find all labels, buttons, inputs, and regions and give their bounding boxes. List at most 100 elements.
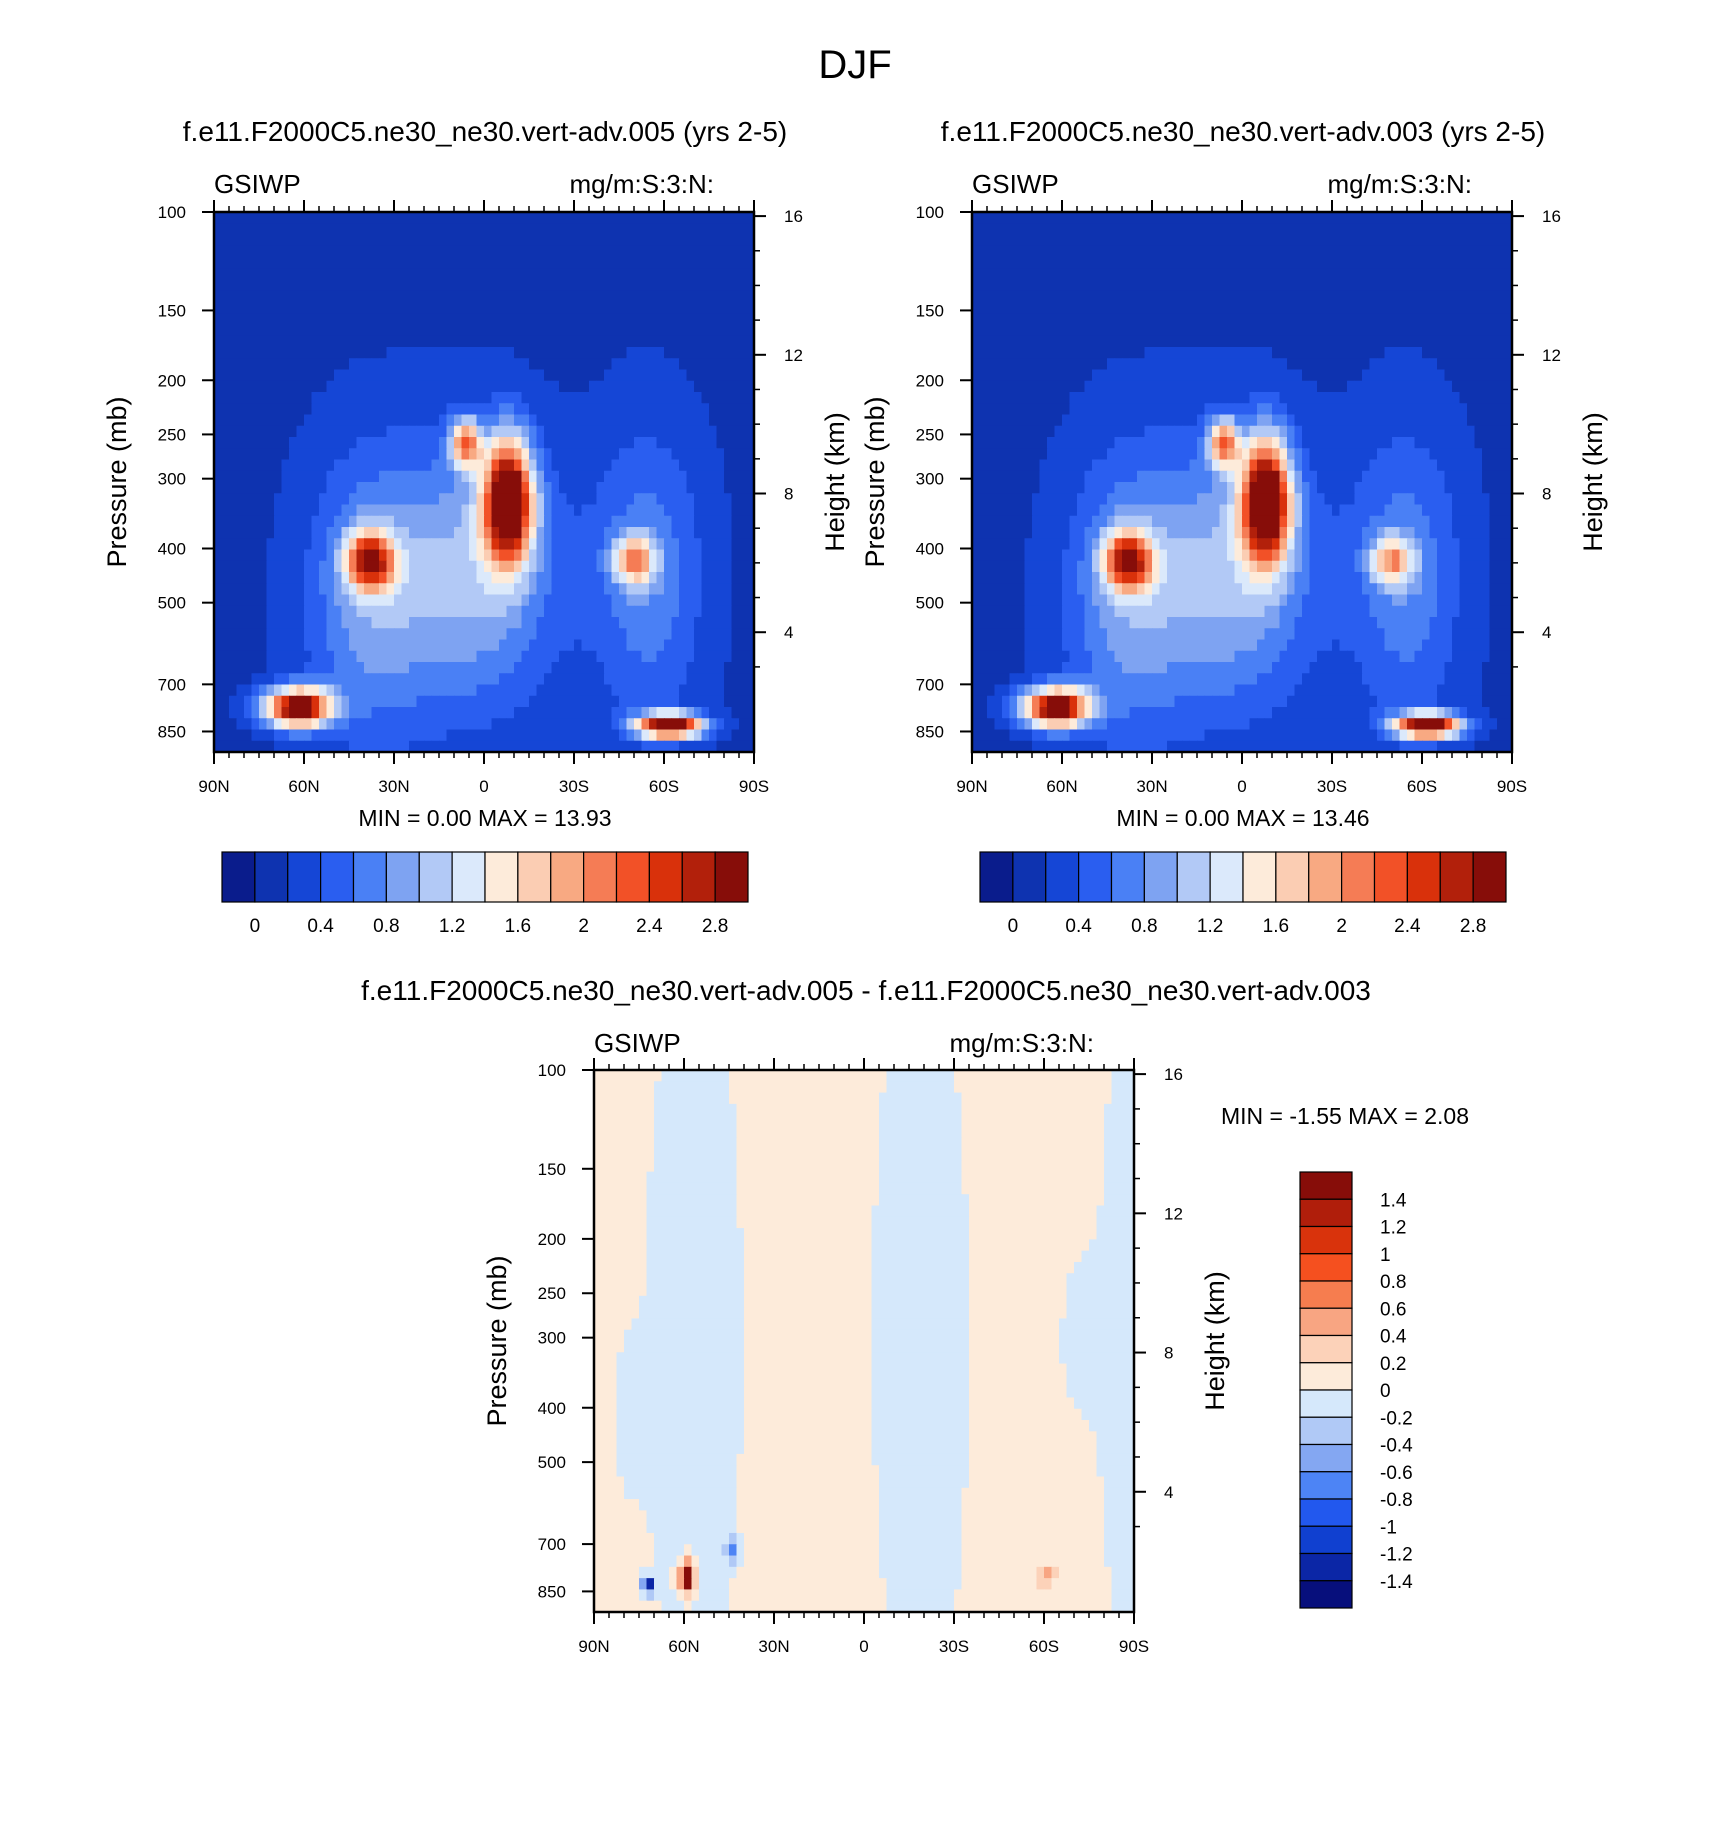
field-cell bbox=[326, 234, 335, 247]
field-cell bbox=[1024, 335, 1033, 348]
field-cell bbox=[649, 639, 658, 652]
field-cell bbox=[476, 583, 485, 596]
field-cell bbox=[476, 740, 485, 753]
field-cell bbox=[731, 245, 740, 258]
field-cell bbox=[1309, 369, 1318, 382]
field-cell bbox=[994, 279, 1003, 292]
field-cell bbox=[581, 324, 590, 337]
field-cell bbox=[559, 493, 568, 506]
field-cell bbox=[641, 594, 650, 607]
field-cell bbox=[529, 414, 538, 427]
field-cell bbox=[656, 549, 665, 562]
field-cell bbox=[746, 414, 755, 427]
field-cell bbox=[401, 527, 410, 539]
field-cell bbox=[446, 515, 455, 528]
field-cell bbox=[1017, 347, 1026, 359]
field-cell bbox=[1159, 369, 1168, 382]
field-cell bbox=[1339, 302, 1348, 314]
field-cell bbox=[731, 425, 740, 438]
field-cell bbox=[364, 583, 373, 596]
field-cell bbox=[1092, 324, 1101, 337]
field-cell bbox=[731, 572, 740, 584]
field-cell bbox=[266, 212, 275, 224]
field-cell bbox=[746, 268, 755, 281]
field-cell bbox=[446, 459, 455, 472]
field-cell bbox=[1279, 380, 1288, 393]
field-cell bbox=[972, 212, 981, 224]
field-cell bbox=[656, 740, 665, 753]
field-cell bbox=[641, 302, 650, 314]
field-cell bbox=[1422, 313, 1431, 326]
field-cell bbox=[1324, 290, 1333, 303]
field-cell bbox=[379, 279, 388, 292]
field-cell bbox=[559, 403, 568, 416]
field-cell bbox=[499, 504, 508, 517]
field-cell bbox=[349, 549, 358, 562]
field-cell bbox=[679, 740, 688, 753]
field-cell bbox=[424, 324, 433, 337]
field-cell bbox=[1287, 392, 1296, 404]
field-cell bbox=[506, 504, 515, 517]
field-cell bbox=[394, 605, 403, 618]
field-cell bbox=[1092, 302, 1101, 314]
field-cell bbox=[1137, 257, 1146, 269]
field-cell bbox=[701, 729, 710, 742]
field-cell bbox=[664, 302, 673, 314]
field-cell bbox=[1159, 313, 1168, 326]
field-cell bbox=[469, 290, 478, 303]
field-cell bbox=[499, 403, 508, 416]
field-cell bbox=[289, 414, 298, 427]
field-cell bbox=[709, 527, 718, 539]
field-cell bbox=[371, 718, 380, 731]
field-cell bbox=[1294, 234, 1303, 247]
field-cell bbox=[251, 527, 260, 539]
field-cell bbox=[386, 212, 395, 224]
field-cell bbox=[439, 448, 448, 461]
field-cell bbox=[319, 392, 328, 404]
field-cell bbox=[416, 380, 425, 393]
field-cell bbox=[521, 605, 530, 618]
field-cell bbox=[229, 290, 238, 303]
field-cell bbox=[1287, 223, 1296, 236]
field-cell bbox=[1099, 279, 1108, 292]
field-cell bbox=[1377, 335, 1386, 348]
field-cell bbox=[1152, 369, 1161, 382]
field-cell bbox=[1234, 290, 1243, 303]
field-cell bbox=[671, 538, 680, 551]
field-cell bbox=[236, 684, 245, 697]
field-cell bbox=[972, 403, 981, 416]
field-cell bbox=[214, 414, 223, 427]
field-cell bbox=[1114, 324, 1123, 337]
field-cell bbox=[574, 718, 583, 731]
field-cell bbox=[229, 470, 238, 483]
field-cell bbox=[394, 313, 403, 326]
field-cell bbox=[679, 425, 688, 438]
field-cell bbox=[326, 684, 335, 697]
field-cell bbox=[1279, 369, 1288, 382]
field-cell bbox=[1362, 279, 1371, 292]
field-cell bbox=[626, 493, 635, 506]
field-cell bbox=[364, 459, 373, 472]
field-cell bbox=[356, 617, 365, 629]
field-cell bbox=[416, 707, 425, 719]
field-cell bbox=[1377, 313, 1386, 326]
field-cell bbox=[311, 662, 320, 674]
field-cell bbox=[311, 324, 320, 337]
field-cell bbox=[499, 437, 508, 449]
field-cell bbox=[574, 234, 583, 247]
field-cell bbox=[1324, 335, 1333, 348]
field-cell bbox=[349, 572, 358, 584]
field-cell bbox=[334, 583, 343, 596]
field-cell bbox=[671, 268, 680, 281]
field-cell bbox=[394, 493, 403, 506]
field-cell bbox=[484, 470, 493, 483]
y2-tick-label: 12 bbox=[784, 346, 803, 365]
field-cell bbox=[461, 493, 470, 506]
field-cell bbox=[559, 335, 568, 348]
field-cell bbox=[236, 324, 245, 337]
field-cell bbox=[656, 729, 665, 742]
field-cell bbox=[1227, 358, 1236, 371]
field-cell bbox=[604, 392, 613, 404]
field-cell bbox=[431, 650, 440, 663]
field-cell bbox=[364, 358, 373, 371]
